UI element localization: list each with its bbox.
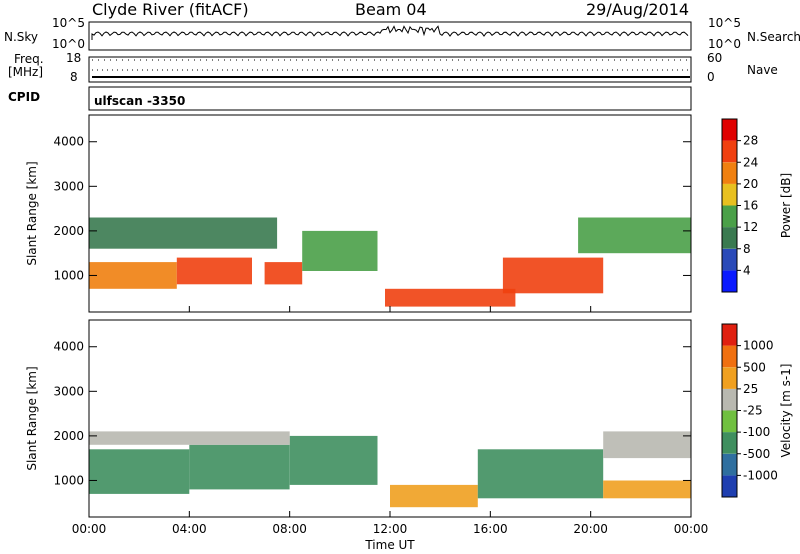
velocity-colorbar-band-2 (722, 432, 737, 454)
power-colorbar-label-4: 20 (743, 177, 758, 191)
power-region-1 (176, 257, 252, 285)
nsearch-tick-bottom: 10^0 (708, 37, 741, 51)
power-colorbar-band-4 (722, 183, 737, 206)
strip-traces (91, 25, 690, 78)
nave-tick-top: 60 (707, 51, 723, 65)
power-ytick-label-1: 2000 (53, 224, 84, 238)
velocity-region-0 (89, 449, 190, 494)
velocity-ylabel: Slant Range [km] (25, 366, 39, 470)
velocity-region-4 (390, 484, 478, 508)
nsky-label: N.Sky (4, 30, 39, 44)
velocity-ytick-label-1: 2000 (53, 429, 84, 443)
velocity-colorbar-label-2: 25 (743, 382, 758, 396)
nsky-tick-top: 10^5 (52, 16, 85, 30)
velocity-colorbar-label-4: -100 (743, 425, 770, 439)
velocity-ytick-label-0: 1000 (53, 473, 84, 487)
velocity-colorbar-label-1: 500 (743, 360, 766, 374)
power-colorbar-band-3 (722, 205, 737, 228)
velocity-xtick-label-6: 00:00 (674, 522, 709, 536)
power-region-6 (89, 217, 278, 249)
power-colorbar-label-3: 16 (743, 199, 758, 213)
velocity-region-6 (603, 480, 691, 499)
velocity-panel: 1000 2000 3000 4000 00:00 04:00 08:00 12:00 16:0… (25, 319, 709, 552)
velocity-colorbar-label-3: -25 (743, 404, 763, 418)
nsearch-tick-top: 10^5 (708, 16, 741, 30)
power-panel: 1000 2000 3000 4000 Slant Range [km] (25, 114, 692, 313)
velocity-xtick-label-0: 00:00 (72, 522, 107, 536)
power-ytick-label-0: 1000 (53, 268, 84, 282)
freq-label: Freq. (14, 52, 44, 66)
power-colorbar-label-5: 24 (743, 155, 758, 169)
power-region-4 (385, 288, 516, 307)
power-ylabel: Slant Range [km] (25, 161, 39, 265)
power-region-3 (302, 230, 378, 271)
power-region-7 (578, 217, 691, 254)
power-colorbar-band-5 (722, 162, 737, 184)
velocity-colorbar-band-5 (722, 367, 737, 389)
power-colorbar-band-1 (722, 248, 737, 271)
power-region-0 (89, 262, 177, 289)
power-ytick-label-2: 3000 (53, 179, 84, 193)
velocity-xtick-label-3: 12:00 (373, 522, 408, 536)
nsky-panel (88, 21, 692, 51)
nave-tick-bottom: 0 (707, 70, 715, 84)
power-colorbar-label-6: 28 (743, 134, 758, 148)
cpid-value: ulfscan -3350 (94, 94, 186, 108)
station-title: Clyde River (fitACF) (92, 0, 249, 19)
date-title: 29/Aug/2014 (586, 0, 690, 19)
velocity-colorbar-band-6 (722, 345, 737, 368)
velocity-region-3 (89, 431, 290, 445)
power-region-2 (264, 262, 303, 285)
velocity-colorbar-band-3 (722, 410, 737, 433)
velocity-xtick-label-2: 08:00 (272, 522, 307, 536)
power-colorbar-band-7 (722, 119, 737, 141)
freq-unit: [MHz] (8, 65, 44, 79)
velocity-colorbar-title: Velocity [m s-1] (779, 364, 793, 458)
velocity-ytick-label-3: 4000 (53, 340, 84, 354)
velocity-colorbar-band-7 (722, 324, 737, 346)
velocity-colorbar-band-1 (722, 453, 737, 476)
velocity-region-7 (603, 431, 691, 459)
power-colorbar: 4 8 12 16 20 24 28 Power [dB] (721, 118, 793, 293)
velocity-colorbar-label-5: -500 (743, 447, 770, 461)
velocity-colorbar-label-0: 1000 (743, 339, 774, 353)
nsky-tick-bottom: 10^0 (52, 37, 85, 51)
velocity-colorbar-label-6: -1000 (743, 468, 778, 482)
velocity-ytick-label-2: 3000 (53, 384, 84, 398)
nave-label: Nave (747, 63, 778, 77)
velocity-xtick-label-4: 16:00 (473, 522, 508, 536)
nsearch-label: N.Search (747, 30, 800, 44)
freq-tick-top: 18 (66, 51, 82, 65)
nsky-trace (91, 25, 689, 40)
velocity-xlabel: Time UT (364, 538, 415, 552)
velocity-region-5 (477, 449, 604, 499)
cpid-panel (88, 86, 692, 111)
power-colorbar-label-0: 4 (743, 263, 751, 277)
power-colorbar-title: Power [dB] (779, 173, 793, 238)
power-ytick-label-3: 4000 (53, 135, 84, 149)
velocity-xtick-label-1: 04:00 (172, 522, 207, 536)
velocity-region-1 (189, 444, 290, 490)
velocity-colorbar-band-0 (722, 475, 737, 497)
power-colorbar-band-0 (722, 270, 737, 292)
cpid-label: CPID (8, 90, 41, 104)
power-colorbar-label-1: 8 (743, 242, 751, 256)
power-colorbar-band-2 (722, 227, 737, 249)
freq-panel (88, 56, 692, 83)
velocity-region-2 (289, 435, 378, 485)
freq-tick-bottom: 8 (70, 70, 78, 84)
beam-title: Beam 04 (355, 0, 427, 19)
power-region-5 (502, 257, 604, 294)
power-colorbar-band-6 (722, 140, 737, 163)
velocity-colorbar-band-4 (722, 388, 737, 411)
power-colorbar-label-2: 12 (743, 220, 758, 234)
velocity-xtick-label-5: 20:00 (573, 522, 608, 536)
